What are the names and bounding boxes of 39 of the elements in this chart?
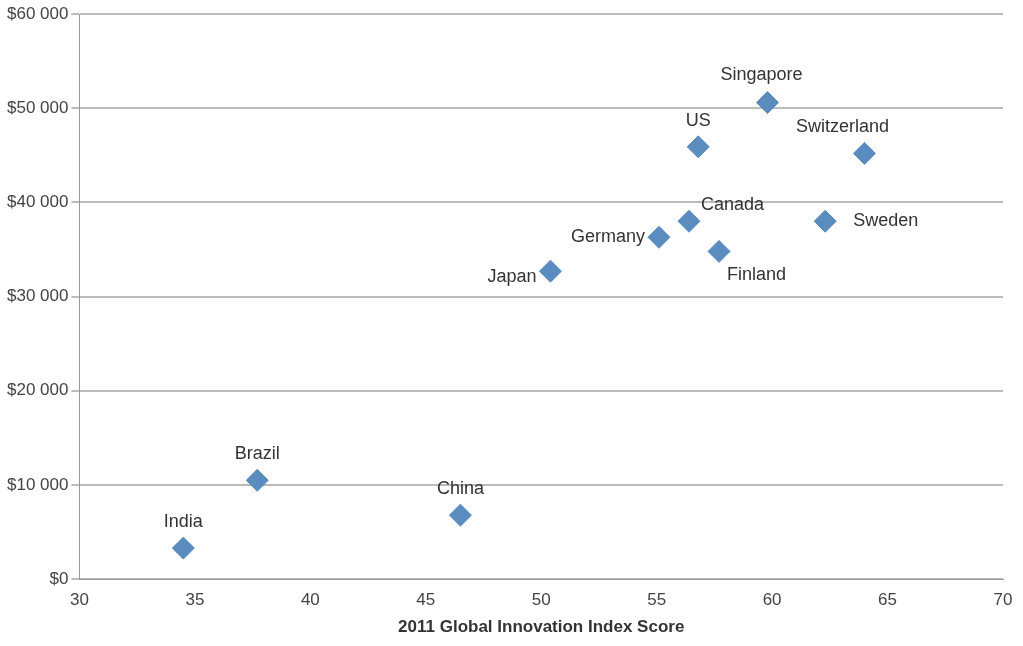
- x-tick-label: 50: [531, 590, 551, 610]
- y-tick-label: $10 000: [7, 474, 69, 494]
- x-tick-label: 30: [69, 590, 89, 610]
- y-tick-label: $50 000: [7, 97, 69, 117]
- point: [686, 135, 710, 159]
- annotation: Singapore: [720, 63, 803, 84]
- annotation: China: [436, 478, 485, 499]
- y-tick-label: $20 000: [7, 380, 69, 400]
- point: [171, 536, 195, 560]
- point: [756, 91, 779, 115]
- point: [448, 503, 472, 527]
- annotation: Sweden: [853, 210, 919, 231]
- x-tick-label: 65: [878, 590, 898, 610]
- x-axis-title: 2011 Global Innovation Index Score: [398, 617, 685, 637]
- x-tick-label: 40: [300, 590, 320, 610]
- point: [852, 141, 876, 165]
- point: [647, 225, 671, 249]
- annotation: US: [685, 109, 711, 130]
- x-tick-label: 45: [416, 590, 436, 610]
- annotation: Switzerland: [795, 116, 889, 137]
- point: [707, 239, 731, 263]
- annotation: Finland: [727, 264, 787, 285]
- x-tick-label: 70: [993, 590, 1013, 610]
- annotation: India: [163, 511, 204, 532]
- x-tick-label: 60: [762, 590, 782, 610]
- y-tick-label: $30 000: [7, 286, 69, 306]
- point: [677, 209, 701, 233]
- annotation: Brazil: [234, 443, 280, 464]
- y-tick-label: $60 000: [7, 3, 69, 23]
- point: [813, 209, 837, 233]
- point: [245, 468, 269, 492]
- annotation: Japan: [487, 266, 537, 287]
- annotation: Canada: [700, 194, 766, 215]
- point: [538, 259, 562, 283]
- x-tick-label: 35: [185, 590, 205, 610]
- y-tick-label: $0: [49, 568, 69, 588]
- annotation: Germany: [570, 226, 645, 247]
- y-tick-label: $40 000: [7, 192, 69, 212]
- x-tick-label: 55: [647, 590, 667, 610]
